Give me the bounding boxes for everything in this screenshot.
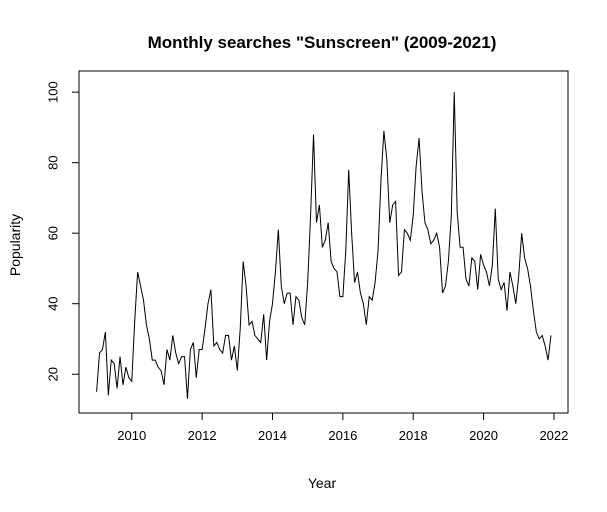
x-tick-label: 2022 [539,428,568,443]
series-line-sunscreen [96,92,552,399]
x-tick-label: 2020 [469,428,498,443]
x-tick-label: 2012 [188,428,217,443]
y-tick-label: 20 [45,367,60,381]
x-tick-label: 2010 [117,428,146,443]
y-axis: 20 40 60 80 100 [45,81,80,381]
plot-frame [78,70,569,414]
y-axis-label: Popularity [7,214,23,276]
y-tick-label: 40 [45,296,60,310]
y-tick-label: 100 [45,81,60,103]
y-tick-label: 60 [45,226,60,240]
y-tick-label: 80 [45,155,60,169]
x-axis: 2010 2012 2014 2016 2018 2020 2022 [117,412,568,443]
x-tick-label: 2016 [328,428,357,443]
chart-title: Monthly searches "Sunscreen" (2009-2021) [148,33,497,52]
x-axis-label: Year [308,475,337,491]
x-tick-label: 2018 [399,428,428,443]
x-tick-label: 2014 [258,428,287,443]
